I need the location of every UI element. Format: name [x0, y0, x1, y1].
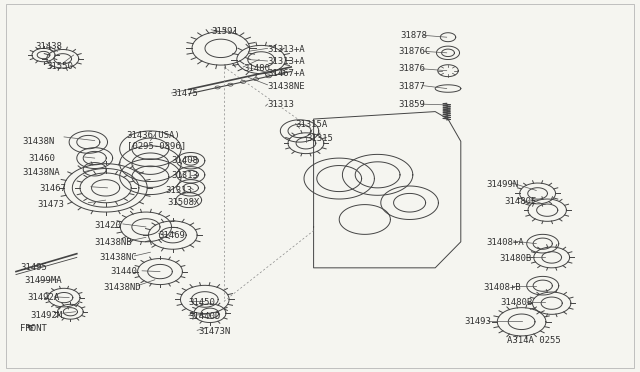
Text: 31408+A: 31408+A	[486, 238, 524, 247]
Text: 31473: 31473	[37, 200, 64, 209]
Text: 31493: 31493	[464, 317, 491, 326]
Text: 31877: 31877	[398, 82, 425, 91]
Text: 31499MA: 31499MA	[24, 276, 62, 285]
Text: 31480: 31480	[243, 64, 270, 73]
Text: 31859: 31859	[398, 100, 425, 109]
Text: 31495: 31495	[20, 263, 47, 272]
Text: 31420: 31420	[95, 221, 122, 230]
Text: 31313+A: 31313+A	[268, 57, 305, 66]
Text: 31550: 31550	[46, 62, 73, 71]
Text: 31313: 31313	[172, 171, 198, 180]
Text: 31315A: 31315A	[296, 120, 328, 129]
Text: 31438NB: 31438NB	[95, 238, 132, 247]
Text: 31440D: 31440D	[189, 312, 221, 321]
Text: 31480B: 31480B	[500, 298, 532, 307]
Text: 31440: 31440	[110, 267, 137, 276]
Text: 31591: 31591	[211, 27, 238, 36]
Text: 31876C: 31876C	[398, 47, 430, 56]
Text: 31475: 31475	[172, 89, 198, 98]
Text: 31467: 31467	[40, 185, 67, 193]
Text: 31438NC: 31438NC	[99, 253, 137, 262]
Text: 31480B: 31480B	[499, 254, 531, 263]
Text: 31878: 31878	[400, 31, 427, 40]
Text: 31467+A: 31467+A	[268, 69, 305, 78]
Text: 31438NE: 31438NE	[268, 82, 305, 91]
Text: 31473N: 31473N	[198, 327, 230, 336]
Text: A314A 0255: A314A 0255	[507, 336, 561, 345]
Text: 31408: 31408	[172, 156, 198, 165]
Text: 31480E: 31480E	[504, 197, 536, 206]
Text: 31469: 31469	[159, 231, 186, 240]
Text: 31313+A: 31313+A	[268, 45, 305, 54]
Text: 31450: 31450	[189, 298, 216, 307]
Text: FRONT: FRONT	[20, 324, 47, 333]
Text: 31438: 31438	[35, 42, 62, 51]
Text: 31508X: 31508X	[168, 198, 200, 207]
Text: 31876: 31876	[398, 64, 425, 73]
Text: 31313: 31313	[268, 100, 294, 109]
Text: 31315: 31315	[306, 134, 333, 143]
Text: 31492A: 31492A	[27, 293, 59, 302]
Text: 31438N: 31438N	[22, 137, 54, 146]
Text: 31460: 31460	[29, 154, 56, 163]
Text: [0295-0896]: [0295-0896]	[127, 141, 186, 150]
Text: 31499N: 31499N	[486, 180, 518, 189]
Text: 31438ND: 31438ND	[104, 283, 141, 292]
Text: 31436(USA): 31436(USA)	[127, 131, 180, 140]
Text: 31438NA: 31438NA	[22, 169, 60, 177]
Text: 31408+B: 31408+B	[483, 283, 521, 292]
Text: 31313: 31313	[165, 186, 192, 195]
Text: 31492M: 31492M	[31, 311, 63, 320]
